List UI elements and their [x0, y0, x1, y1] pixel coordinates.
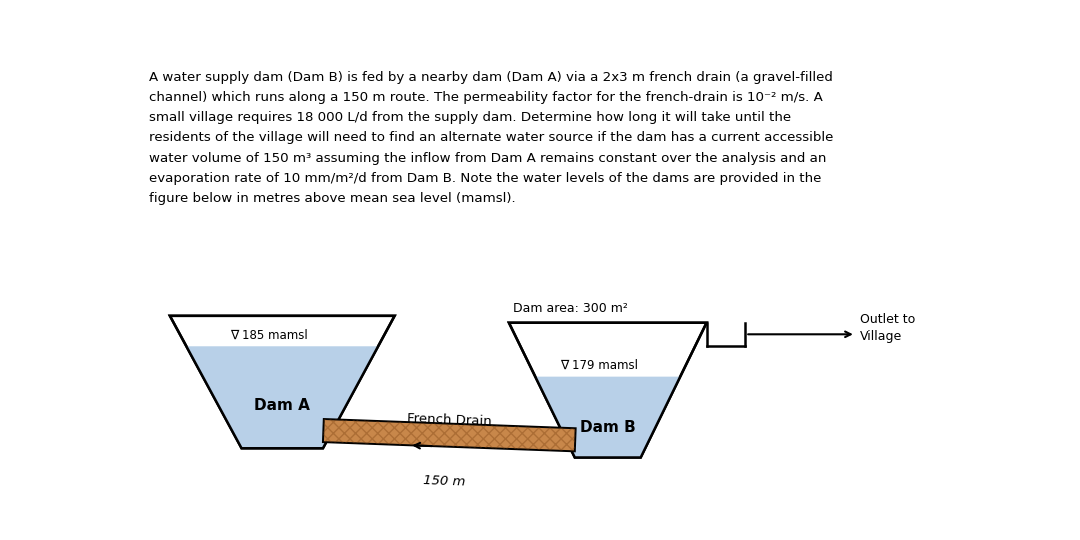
Text: figure below in metres above mean sea level (mamsl).: figure below in metres above mean sea le… — [149, 192, 516, 205]
Text: 185 mamsl: 185 mamsl — [242, 329, 308, 342]
Text: ∇: ∇ — [230, 329, 238, 342]
Text: Dam B: Dam B — [580, 420, 636, 435]
Text: A water supply dam (Dam B) is fed by a nearby dam (Dam A) via a 2x3 m french dra: A water supply dam (Dam B) is fed by a n… — [149, 71, 833, 84]
Polygon shape — [323, 419, 576, 451]
Text: Outlet to
Village: Outlet to Village — [860, 313, 915, 343]
Text: ∇: ∇ — [559, 359, 568, 372]
Text: French Drain: French Drain — [407, 412, 492, 428]
Polygon shape — [509, 323, 706, 457]
Text: 150 m: 150 m — [423, 475, 465, 489]
Text: Dam A: Dam A — [254, 399, 310, 414]
Text: channel) which runs along a 150 m route. The permeability factor for the french-: channel) which runs along a 150 m route.… — [149, 91, 823, 104]
Text: evaporation rate of 10 mm/m²/d from Dam B. Note the water levels of the dams are: evaporation rate of 10 mm/m²/d from Dam … — [149, 172, 821, 185]
Text: Dam area: 300 m²: Dam area: 300 m² — [513, 302, 627, 315]
Text: 179 mamsl: 179 mamsl — [572, 359, 638, 372]
Text: water volume of 150 m³ assuming the inflow from Dam A remains constant over the : water volume of 150 m³ assuming the infl… — [149, 152, 826, 165]
Text: small village requires 18 000 L/d from the supply dam. Determine how long it wil: small village requires 18 000 L/d from t… — [149, 111, 791, 124]
Polygon shape — [170, 316, 394, 448]
Polygon shape — [536, 377, 680, 457]
Text: residents of the village will need to find an alternate water source if the dam : residents of the village will need to fi… — [149, 131, 834, 145]
Polygon shape — [187, 346, 378, 448]
